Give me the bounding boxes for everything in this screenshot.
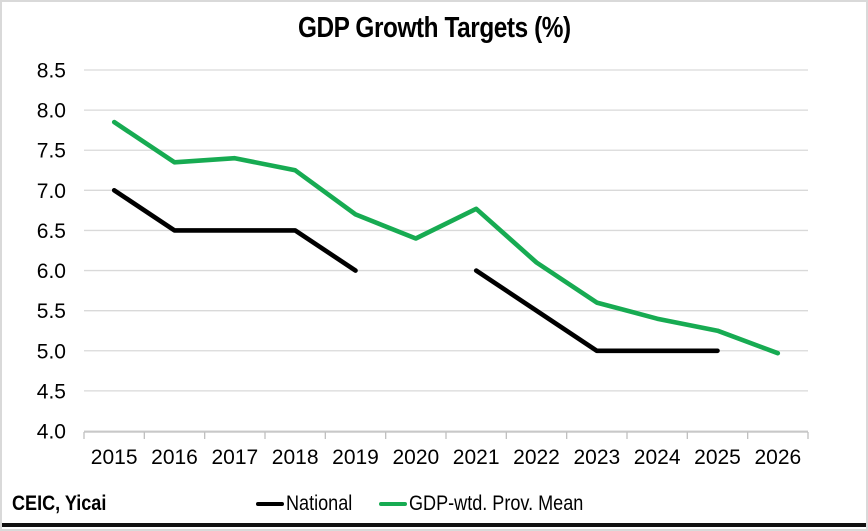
x-axis-label: 2015 (91, 446, 138, 469)
legend-item-national: National (256, 492, 363, 516)
y-axis-label: 6.0 (37, 260, 66, 283)
y-axis-label: 5.5 (37, 300, 66, 323)
x-axis-label: 2026 (754, 446, 801, 469)
national-line-swatch (256, 501, 285, 507)
provincial-mean-line-swatch (379, 501, 408, 507)
legend: National GDP-wtd. Prov. Mean (256, 492, 612, 516)
y-axis-label: 7.5 (37, 140, 66, 163)
x-axis-label: 2020 (392, 446, 439, 469)
x-axis-label: 2017 (211, 446, 258, 469)
y-axis-label: 4.5 (37, 380, 66, 403)
source-text: CEIC, Yicai (12, 492, 107, 515)
series-line-gdp-wtd-prov-mean (111, 119, 781, 356)
x-axis-label: 2022 (513, 446, 560, 469)
y-axis-label: 6.5 (37, 220, 66, 243)
y-axis-label: 5.0 (37, 340, 66, 363)
legend-item-provincial-mean: GDP-wtd. Prov. Mean (379, 492, 612, 516)
y-axis-label: 8.5 (37, 60, 66, 83)
series-line-national (473, 268, 720, 354)
x-axis-label: 2019 (332, 446, 379, 469)
legend-label-national: National (286, 492, 353, 515)
x-axis-label: 2021 (453, 446, 500, 469)
x-axis-label: 2018 (272, 446, 319, 469)
bottom-rule (2, 523, 866, 527)
series-line-national (111, 188, 358, 273)
chart-footer: CEIC, Yicai National GDP-wtd. Prov. Mean (2, 488, 866, 520)
x-axis-label: 2023 (573, 446, 620, 469)
x-axis-label: 2024 (634, 446, 681, 469)
x-axis-label: 2025 (694, 446, 741, 469)
x-axis-label: 2016 (151, 446, 198, 469)
chart-title-text: GDP Growth Targets (%) (297, 12, 571, 44)
legend-label-provincial-mean: GDP-wtd. Prov. Mean (409, 492, 584, 515)
y-axis-label: 8.0 (37, 100, 66, 123)
chart-title: GDP Growth Targets (%) (2, 10, 866, 46)
y-axis-label: 4.0 (37, 421, 66, 444)
y-axis-label: 7.0 (37, 180, 66, 203)
